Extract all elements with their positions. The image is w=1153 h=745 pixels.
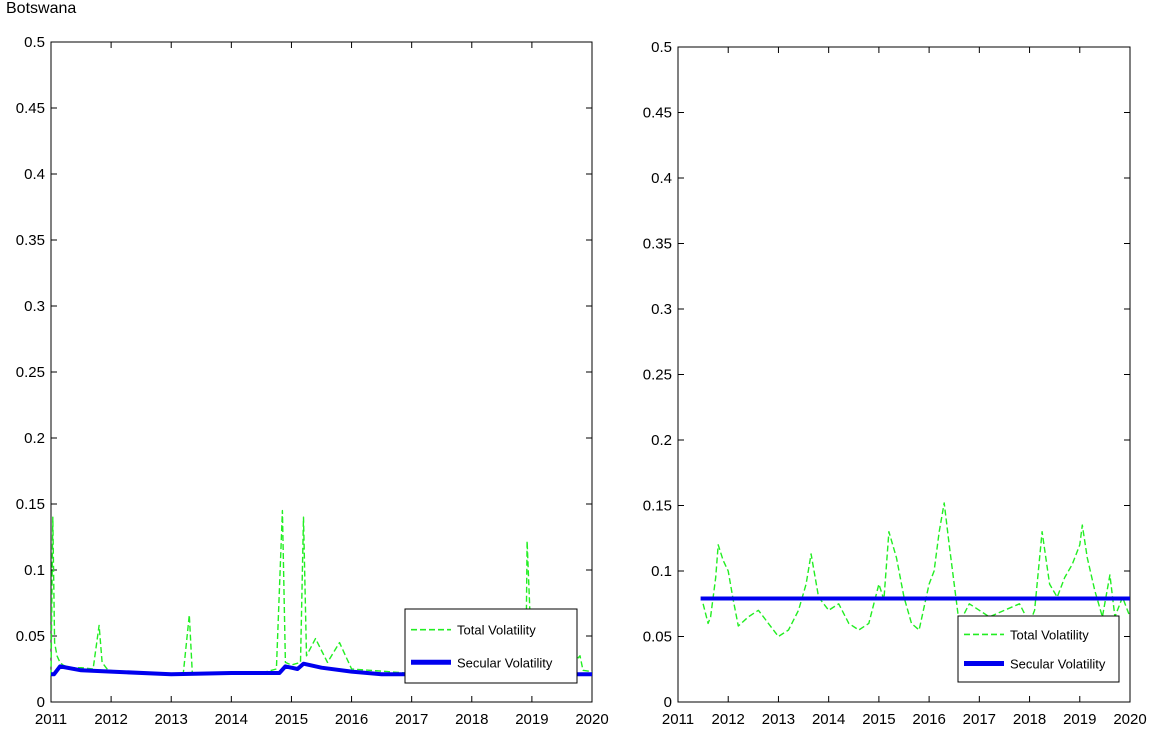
x-tick-label: 2018	[455, 711, 488, 728]
legend-secular-label: Secular Volatility	[1010, 657, 1106, 672]
y-tick-label: 0.25	[643, 367, 672, 384]
legend-box	[404, 608, 578, 684]
legend-secular-label: Secular Volatility	[457, 655, 553, 670]
y-tick-label: 0.3	[24, 298, 45, 315]
x-tick-label: 2012	[94, 711, 127, 728]
y-tick-label: 0.45	[643, 105, 672, 122]
x-tick-label: 2020	[575, 711, 608, 728]
y-tick-label: 0.2	[651, 432, 672, 449]
legend-box	[957, 615, 1120, 683]
x-tick-label: 2016	[335, 711, 368, 728]
x-tick-label: 2019	[515, 711, 548, 728]
y-tick-label: 0.3	[651, 301, 672, 318]
legend-total-label: Total Volatility	[457, 623, 536, 638]
x-tick-label: 2018	[1013, 711, 1046, 728]
y-tick-label: 0.15	[16, 496, 45, 513]
x-tick-label: 2013	[762, 711, 795, 728]
plot-area-1	[50, 41, 593, 703]
y-tick-label: 0.35	[643, 236, 672, 253]
y-tick-label: 0	[37, 694, 45, 711]
y-tick-label: 0.1	[651, 563, 672, 580]
x-tick-label: 2017	[395, 711, 428, 728]
x-tick-label: 2016	[912, 711, 945, 728]
x-tick-label: 2020	[1113, 711, 1146, 728]
x-tick-label: 2019	[1063, 711, 1096, 728]
x-tick-label: 2014	[215, 711, 248, 728]
x-tick-label: 2011	[35, 711, 67, 728]
legend-total-label: Total Volatility	[1010, 627, 1089, 642]
y-tick-label: 0.05	[643, 629, 672, 646]
x-tick-label: 2013	[155, 711, 188, 728]
x-tick-label: 2015	[862, 711, 895, 728]
x-tick-label: 2014	[812, 711, 845, 728]
figure-title: Botswana	[6, 0, 77, 17]
y-tick-label: 0.45	[16, 100, 45, 117]
y-tick-label: 0.5	[651, 39, 672, 56]
x-tick-label: 2011	[662, 711, 694, 728]
y-tick-label: 0.4	[24, 166, 45, 183]
x-tick-label: 2015	[275, 711, 308, 728]
y-tick-label: 0.15	[643, 498, 672, 515]
y-tick-label: 0.05	[16, 628, 45, 645]
x-tick-label: 2012	[712, 711, 745, 728]
y-tick-label: 0.5	[24, 34, 45, 51]
series-total-volatility-line	[702, 502, 1131, 638]
y-tick-label: 0.4	[651, 170, 672, 187]
x-tick-label: 2017	[963, 711, 996, 728]
plot-area-2	[677, 46, 1131, 703]
y-tick-label: 0.35	[16, 232, 45, 249]
y-tick-label: 0.1	[24, 562, 45, 579]
y-tick-label: 0.25	[16, 364, 45, 381]
y-tick-label: 0	[664, 694, 672, 711]
y-tick-label: 0.2	[24, 430, 45, 447]
